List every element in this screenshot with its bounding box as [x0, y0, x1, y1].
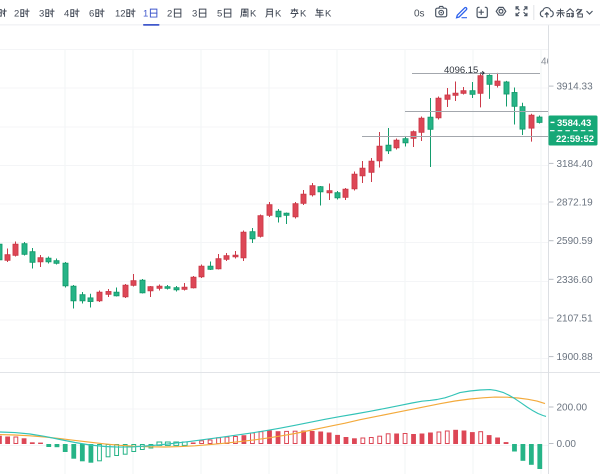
svg-text:4096.15: 4096.15 [444, 65, 478, 76]
svg-text:5: 5 [217, 9, 222, 20]
svg-text:2107.51: 2107.51 [557, 314, 594, 325]
svg-text:K: K [275, 9, 282, 20]
svg-text:2336.60: 2336.60 [557, 275, 594, 286]
svg-text:1900.88: 1900.88 [557, 352, 594, 363]
svg-text:K: K [300, 9, 307, 20]
svg-text:2590.59: 2590.59 [557, 236, 594, 247]
svg-text:6: 6 [89, 9, 94, 20]
svg-text:3184.40: 3184.40 [557, 159, 594, 170]
svg-text:3: 3 [39, 9, 44, 20]
svg-text:4677: 4677 [541, 57, 564, 68]
svg-text:200.00: 200.00 [557, 403, 588, 414]
svg-text:3: 3 [192, 9, 197, 20]
svg-text:22:59:52: 22:59:52 [556, 134, 594, 145]
svg-text:2: 2 [167, 9, 172, 20]
svg-text:0s: 0s [414, 9, 425, 20]
svg-text:2872.19: 2872.19 [557, 198, 594, 209]
svg-text:2: 2 [14, 9, 19, 20]
svg-text:0.00: 0.00 [557, 439, 577, 450]
svg-text:K: K [250, 9, 257, 20]
svg-text:K: K [325, 9, 332, 20]
svg-text:4: 4 [64, 9, 69, 20]
svg-text:3584.43: 3584.43 [557, 118, 591, 129]
svg-text:1: 1 [143, 9, 148, 20]
svg-text:3914.33: 3914.33 [557, 82, 594, 93]
svg-text:12: 12 [115, 9, 126, 20]
